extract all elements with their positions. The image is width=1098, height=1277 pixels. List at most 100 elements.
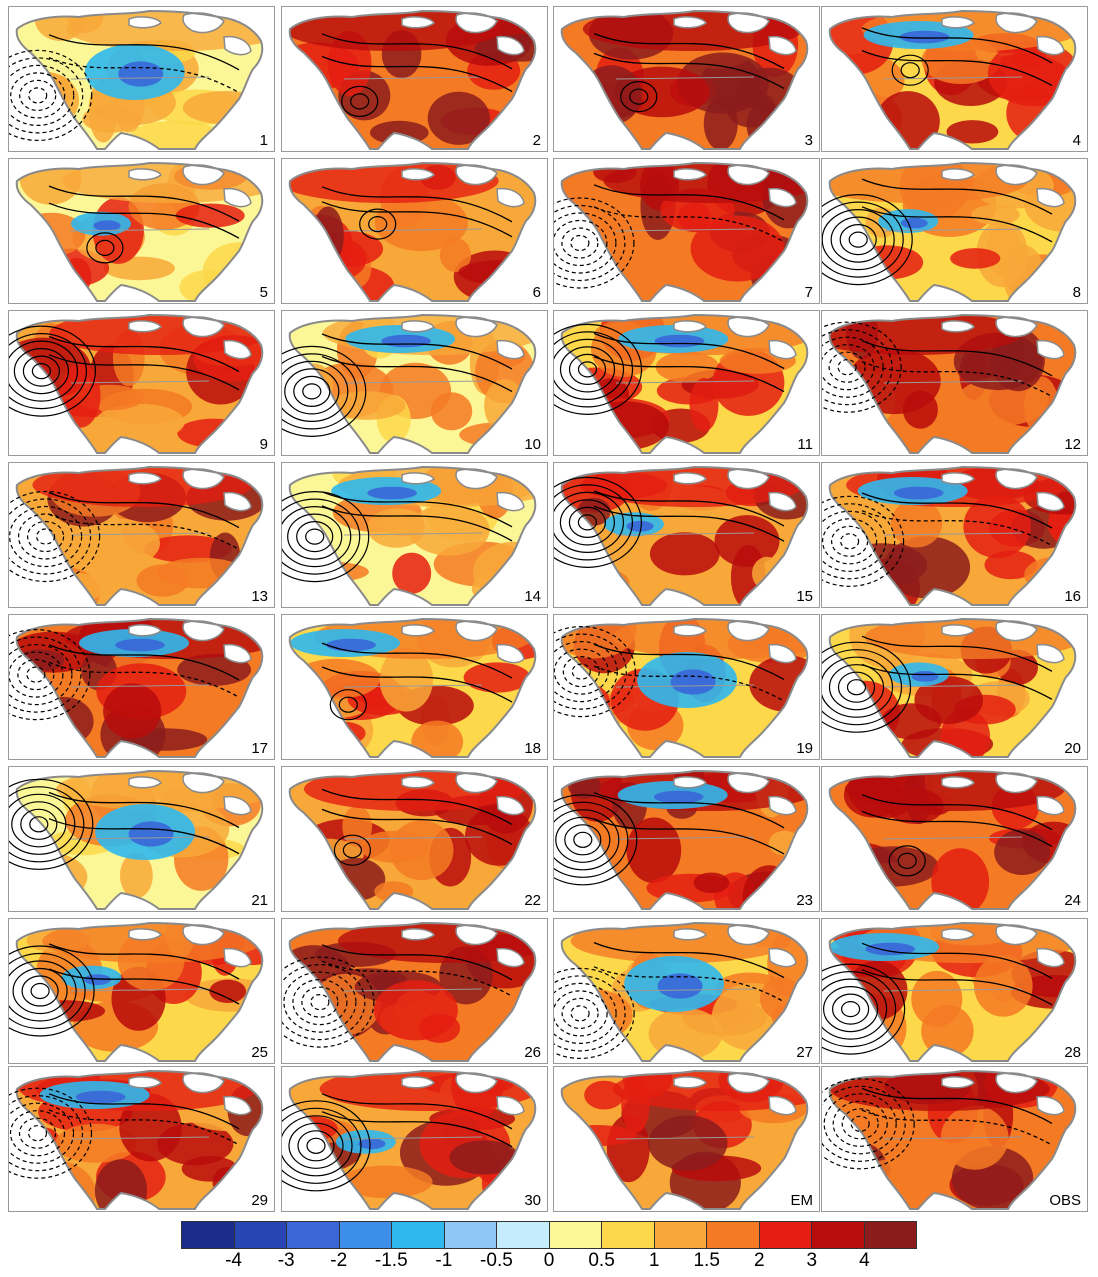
map-panel: 21 xyxy=(8,766,275,912)
coastline xyxy=(560,313,809,454)
arctic-island xyxy=(182,620,225,642)
positive-height-contour xyxy=(282,506,352,568)
colorbar-tick-label: -2 xyxy=(330,1250,348,1271)
height-contour xyxy=(48,185,240,222)
positive-height-contour xyxy=(9,778,94,870)
warm-anomaly-region xyxy=(971,204,1020,225)
panel-label: 25 xyxy=(251,1044,268,1061)
positive-height-contour xyxy=(329,689,367,721)
panel-label: EM xyxy=(790,1192,814,1209)
national-border xyxy=(883,532,1023,536)
northern-anomaly-band xyxy=(304,771,524,811)
positive-height-contour xyxy=(823,985,879,1033)
warm-anomaly-region xyxy=(690,215,785,282)
map-panel: 15 xyxy=(553,462,820,608)
arctic-island xyxy=(768,187,797,208)
positive-height-contour xyxy=(282,1107,362,1184)
arctic-island xyxy=(1036,187,1065,208)
negative-height-contour xyxy=(554,219,608,267)
arctic-island xyxy=(182,12,225,34)
coastline xyxy=(560,1069,809,1210)
map-panel: 3 xyxy=(553,6,820,152)
colorbar-swatch xyxy=(812,1222,865,1248)
positive-height-contour xyxy=(568,506,607,539)
arctic-island xyxy=(673,472,708,485)
panel-label: OBS xyxy=(1049,1192,1081,1209)
height-contour xyxy=(48,34,240,71)
national-border xyxy=(883,228,1023,232)
height-contour xyxy=(48,1093,240,1130)
national-border xyxy=(70,684,210,688)
positive-height-contour xyxy=(888,845,926,877)
map-panel-plot xyxy=(15,161,264,302)
positive-height-contour xyxy=(333,834,372,866)
positive-height-contour xyxy=(296,520,334,553)
height-contour xyxy=(861,794,1053,831)
positive-height-contour xyxy=(554,338,625,400)
height-contour xyxy=(593,32,785,70)
arctic-island xyxy=(223,187,252,208)
cold-anomaly-core xyxy=(899,30,950,44)
colorbar-tick-label: -0.5 xyxy=(480,1250,513,1271)
positive-height-contour xyxy=(822,209,895,271)
negative-height-contour xyxy=(554,197,635,289)
map-panel: 24 xyxy=(821,766,1088,912)
positive-height-contour xyxy=(822,656,894,718)
positive-height-contour xyxy=(9,960,77,1022)
arctic-island xyxy=(223,1095,252,1116)
negative-height-contour xyxy=(822,518,878,565)
cold-anomaly-core xyxy=(115,638,165,652)
arctic-island xyxy=(768,339,797,360)
map-panel-plot xyxy=(9,769,264,910)
height-contour xyxy=(321,1111,513,1148)
arctic-island xyxy=(941,168,976,181)
arctic-island xyxy=(401,776,436,789)
height-contour xyxy=(321,788,513,825)
positive-height-contour xyxy=(305,528,325,545)
warm-anomaly-region xyxy=(182,90,263,125)
height-contour xyxy=(48,335,240,373)
negative-height-contour xyxy=(19,79,57,112)
colorbar-swatch xyxy=(759,1222,812,1248)
cold-anomaly-core xyxy=(911,671,939,682)
panel-label: 17 xyxy=(251,740,268,757)
northern-anomaly-band xyxy=(32,467,253,507)
arctic-island xyxy=(995,164,1038,186)
map-panel: 29 xyxy=(8,1066,275,1212)
arctic-island xyxy=(455,468,498,490)
panel-label: 26 xyxy=(524,1044,541,1061)
negative-height-contour xyxy=(823,1093,897,1155)
map-panel-plot xyxy=(9,921,264,1062)
coastline xyxy=(828,161,1077,302)
positive-height-contour xyxy=(573,831,593,848)
positive-height-contour xyxy=(302,383,322,400)
coastline xyxy=(828,617,1077,758)
national-border xyxy=(615,836,755,840)
coastline xyxy=(15,921,264,1062)
map-panel-plot xyxy=(288,769,537,910)
arctic-island xyxy=(727,924,770,946)
negative-height-contour xyxy=(840,533,860,550)
height-contour xyxy=(861,340,1053,377)
warm-anomaly-region xyxy=(62,257,92,296)
positive-height-contour xyxy=(338,696,358,713)
height-contour xyxy=(321,333,513,370)
arctic-island xyxy=(223,795,252,816)
positive-height-contour xyxy=(848,231,868,248)
warm-anomaly-region xyxy=(60,363,101,428)
positive-height-contour xyxy=(282,491,370,583)
positive-height-contour xyxy=(841,1000,861,1018)
warm-anomaly-region xyxy=(914,676,983,724)
arctic-island xyxy=(401,928,436,941)
arctic-island xyxy=(727,620,770,642)
height-contour xyxy=(48,513,240,550)
map-panel: 13 xyxy=(8,462,275,608)
height-contour xyxy=(321,186,513,223)
height-contour xyxy=(593,52,785,89)
national-border xyxy=(70,532,210,536)
arctic-island xyxy=(496,339,525,360)
map-panel-plot xyxy=(822,465,1077,606)
positive-height-contour xyxy=(554,331,634,408)
arctic-island xyxy=(455,164,498,186)
coastline xyxy=(560,161,809,302)
